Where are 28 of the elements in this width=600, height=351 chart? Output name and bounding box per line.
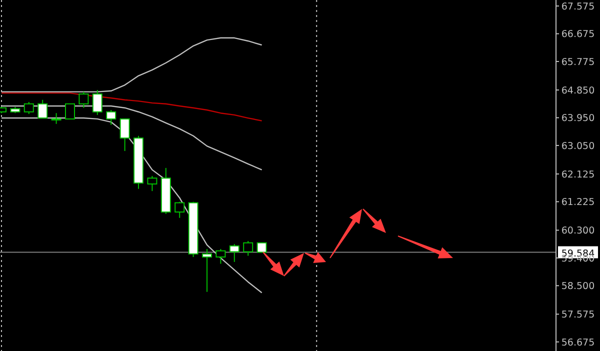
- y-tick-label: 62.125: [561, 169, 595, 180]
- y-tick-label: 64.850: [561, 85, 595, 96]
- candlestick: [92, 89, 102, 116]
- candlestick: [78, 91, 89, 108]
- candlestick: [174, 201, 185, 218]
- y-tick-label: 67.575: [561, 2, 595, 13]
- line-series: [0, 92, 262, 122]
- y-tick-label: 63.950: [561, 113, 595, 124]
- candlestick: [229, 244, 240, 262]
- candlestick: [24, 102, 34, 115]
- candlestick: [147, 175, 158, 192]
- candlestick: [106, 110, 116, 126]
- candlestick: [51, 112, 62, 124]
- candlestick: [120, 118, 130, 152]
- y-tick-label: 60.300: [561, 226, 595, 237]
- y-tick-label: 56.675: [561, 337, 595, 348]
- y-tick-label: 58.500: [561, 281, 595, 292]
- y-tick-label: 65.775: [561, 56, 595, 68]
- candlestick: [38, 99, 48, 119]
- candlestick: [65, 103, 75, 120]
- candlestick: [256, 242, 267, 253]
- y-tick-label: 57.575: [561, 310, 595, 321]
- candlestick: [202, 248, 212, 292]
- y-tick-label: 66.675: [561, 29, 595, 40]
- y-tick-label: 61.225: [561, 197, 595, 208]
- candlestick: [243, 240, 254, 256]
- y-tick-label: 63.050: [561, 140, 595, 152]
- candlestick: [216, 248, 226, 264]
